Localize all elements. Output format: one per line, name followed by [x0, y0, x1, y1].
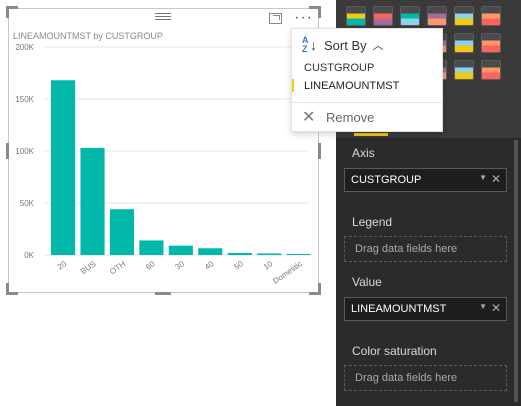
resize-handle-top-left[interactable] [6, 6, 18, 18]
bar-bus[interactable] [80, 147, 105, 255]
y-tick-label: 0K [24, 251, 34, 260]
bar-domestic[interactable] [286, 253, 311, 255]
focus-mode-icon[interactable] [269, 13, 282, 24]
sort-by-header[interactable]: A Z ↓ Sort By ︿ [302, 35, 384, 55]
sort-option-lineamountmst[interactable]: LINEAMOUNTMST [304, 80, 400, 92]
chart-title: LINEAMOUNTMST by CUSTGROUP [13, 31, 163, 41]
line-chart-icon[interactable] [346, 6, 366, 26]
y-tick-label: 150K [15, 95, 34, 104]
bar-40[interactable] [198, 248, 223, 255]
filled-map-icon[interactable] [481, 33, 501, 53]
legend-drop-zone[interactable]: Drag data fields here [344, 236, 507, 262]
chevron-down-icon[interactable]: ▼ [479, 302, 487, 311]
y-tick-label: 200K [15, 43, 34, 52]
bar-10[interactable] [257, 253, 282, 255]
remove-field-icon[interactable]: ✕ [490, 172, 501, 186]
y-tick-label: 100K [15, 147, 34, 156]
close-icon: ✕ [302, 109, 316, 126]
bar-oth[interactable] [109, 209, 135, 255]
x-tick-label: 20 [56, 259, 69, 272]
remove-label: Remove [326, 109, 375, 125]
legend-label: Legend [352, 215, 393, 229]
x-tick-label: Domestic [271, 259, 303, 285]
drag-handle-icon[interactable] [155, 13, 171, 22]
ribbon-chart-icon[interactable] [481, 6, 501, 26]
value-field-well[interactable]: LINEAMOUNTMST ▼ ✕ [344, 297, 507, 321]
color-saturation-placeholder: Drag data fields here [355, 372, 458, 384]
resize-handle-right[interactable] [318, 143, 321, 159]
color-saturation-label: Color saturation [352, 344, 437, 358]
report-canvas: ··· LINEAMOUNTMST by CUSTGROUP 0K 50K 100K… [6, 6, 443, 295]
sort-option-custgroup[interactable]: CUSTGROUP [304, 62, 375, 74]
value-field-value: LINEAMOUNTMST [351, 303, 447, 315]
sort-by-menu: A Z ↓ Sort By ︿ CUSTGROUP LINEAMOUNTMST ✕ … [291, 28, 443, 132]
x-tick-label: 60 [144, 259, 157, 272]
line-clustered-column-icon[interactable] [454, 6, 474, 26]
y-tick-label: 50K [20, 199, 35, 208]
x-tick-label: BUS [79, 259, 98, 276]
selected-indicator [292, 79, 294, 92]
chart-plot: 0K 50K 100K 150K 200K 20 BUS OTH 60 30 40 50 10Domes… [15, 43, 311, 286]
resize-handle-bottom[interactable] [155, 292, 171, 295]
chevron-up-icon: ︿ [372, 40, 384, 52]
bar-60[interactable] [139, 240, 164, 255]
area-chart-icon[interactable] [373, 6, 393, 26]
resize-handle-left[interactable] [6, 143, 9, 159]
x-tick-label: 30 [174, 259, 187, 272]
chevron-down-icon[interactable]: ▼ [479, 173, 487, 182]
x-tick-label: OTH [108, 259, 127, 276]
resize-handle-top-right[interactable] [309, 6, 321, 18]
sort-az-icon: A Z ↓ [302, 35, 317, 54]
bar-20[interactable] [51, 80, 76, 255]
funnel-icon[interactable] [481, 60, 501, 80]
fields-tab-indicator [354, 133, 388, 136]
resize-handle-bottom-left[interactable] [6, 283, 18, 295]
axis-field-well[interactable]: CUSTGROUP ▼ ✕ [344, 168, 507, 192]
remove-field-icon[interactable]: ✕ [490, 301, 501, 315]
x-tick-label: 50 [232, 259, 245, 272]
sort-by-label: Sort By [324, 37, 367, 53]
value-label: Value [352, 275, 382, 289]
column-chart-visual[interactable]: ··· LINEAMOUNTMST by CUSTGROUP 0K 50K 100K… [6, 6, 321, 295]
color-saturation-drop-zone[interactable]: Drag data fields here [344, 365, 507, 391]
resize-handle-bottom-right[interactable] [309, 283, 321, 295]
map-icon[interactable] [454, 33, 474, 53]
stacked-area-icon[interactable] [400, 6, 420, 26]
line-column-icon[interactable] [427, 6, 447, 26]
remove-button[interactable]: ✕ Remove [302, 107, 374, 127]
more-options-icon[interactable]: ··· [294, 9, 313, 26]
menu-divider [292, 102, 442, 103]
x-tick-label: 10 [262, 259, 275, 272]
bar-30[interactable] [168, 245, 193, 255]
axis-field-value: CUSTGROUP [351, 174, 422, 186]
card-number-icon[interactable] [454, 60, 474, 80]
legend-placeholder: Drag data fields here [355, 243, 458, 255]
pane-scrollbar[interactable] [514, 140, 518, 402]
bar-50[interactable] [227, 252, 252, 255]
axis-label: Axis [352, 146, 375, 160]
x-tick-label: 40 [203, 259, 216, 272]
